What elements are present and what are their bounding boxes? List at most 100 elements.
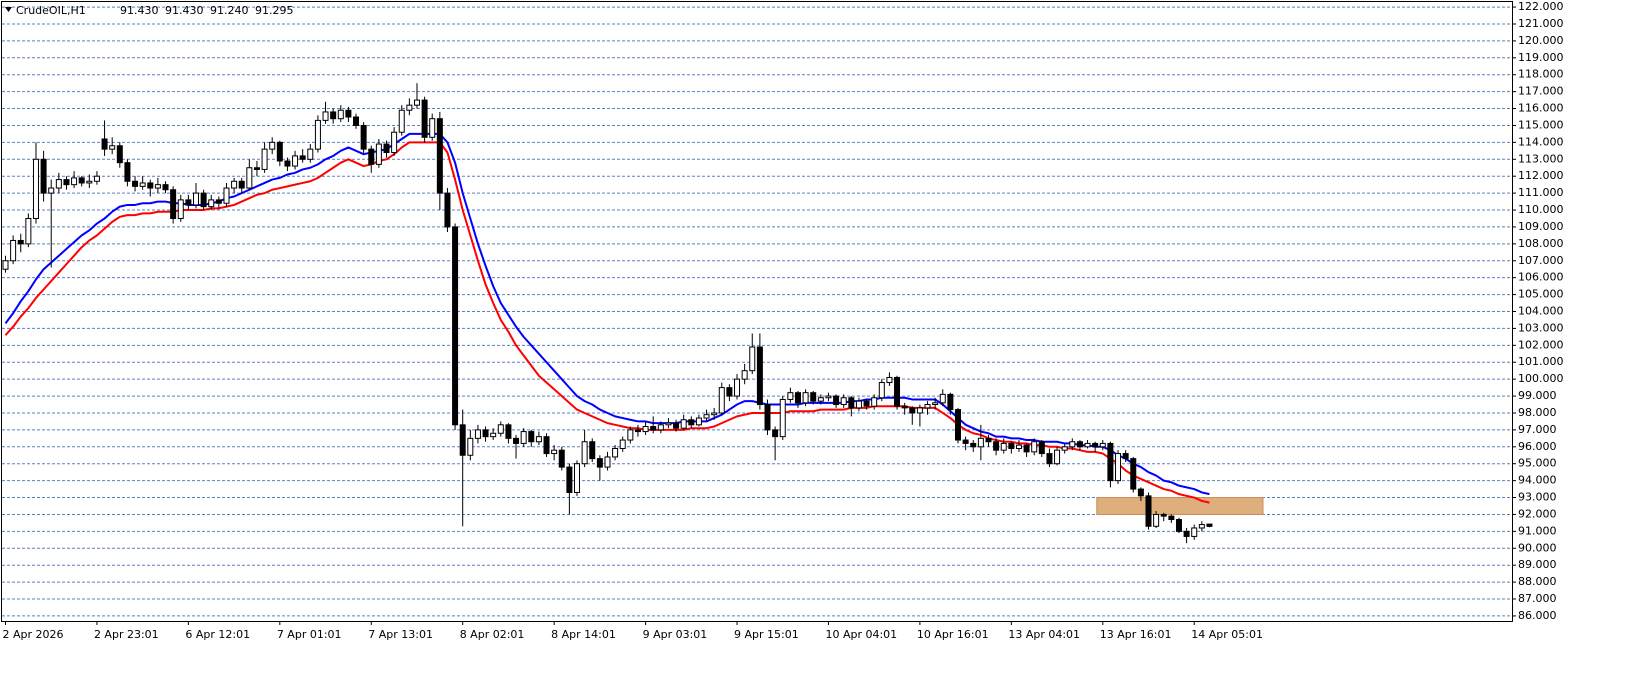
candle-body bbox=[40, 158, 47, 194]
candle-body bbox=[970, 442, 977, 448]
ohlc-value: 91.430 bbox=[165, 4, 204, 17]
candle-body bbox=[413, 99, 420, 106]
candle-body bbox=[1099, 442, 1106, 448]
candle-body bbox=[215, 199, 222, 204]
candle-body bbox=[246, 167, 253, 189]
y-tick-label: 120.000 bbox=[1518, 34, 1564, 47]
candle-body bbox=[1069, 441, 1076, 448]
y-tick-label: 109.000 bbox=[1518, 220, 1564, 233]
candle-body bbox=[619, 439, 626, 449]
candle-body bbox=[170, 189, 177, 219]
dropdown-icon[interactable] bbox=[5, 7, 12, 12]
candle-body bbox=[1000, 442, 1007, 451]
candle-body bbox=[703, 414, 710, 419]
candle-body bbox=[383, 143, 390, 154]
candle-body bbox=[314, 119, 321, 150]
candle-body bbox=[513, 437, 520, 444]
y-tick-label: 108.000 bbox=[1518, 237, 1564, 250]
candle-body bbox=[436, 118, 443, 194]
y-tick-label: 99.000 bbox=[1518, 389, 1557, 402]
candle-body bbox=[726, 387, 733, 397]
candle-body bbox=[871, 397, 878, 407]
candle-body bbox=[734, 378, 741, 397]
candle-body bbox=[673, 422, 680, 429]
y-tick-label: 121.000 bbox=[1518, 17, 1564, 30]
candle-body bbox=[497, 424, 504, 434]
candle-body bbox=[330, 111, 337, 120]
y-tick-label: 94.000 bbox=[1518, 474, 1557, 487]
candle-body bbox=[909, 407, 916, 414]
candle-body bbox=[939, 393, 946, 404]
candle-body bbox=[505, 424, 512, 439]
grid bbox=[2, 6, 1512, 617]
candle-body bbox=[55, 179, 62, 189]
x-tick-label: 7 Apr 13:01 bbox=[368, 628, 433, 641]
candle-body bbox=[162, 184, 169, 191]
y-tick-label: 89.000 bbox=[1518, 558, 1557, 571]
candle-body bbox=[1168, 515, 1175, 521]
candle-body bbox=[2, 260, 9, 270]
candle-body bbox=[924, 404, 931, 409]
candle-body bbox=[124, 162, 131, 182]
y-tick-label: 112.000 bbox=[1518, 169, 1564, 182]
candle-body bbox=[916, 407, 923, 414]
candle-body bbox=[932, 402, 939, 406]
candle-body bbox=[962, 439, 969, 444]
candle-body bbox=[1031, 441, 1038, 453]
candle-body bbox=[444, 192, 451, 228]
candle-body bbox=[185, 199, 192, 206]
y-tick-label: 114.000 bbox=[1518, 135, 1564, 148]
y-tick-label: 118.000 bbox=[1518, 68, 1564, 81]
candle-body bbox=[276, 141, 283, 162]
candle-body bbox=[840, 397, 847, 406]
zone-layer bbox=[1096, 497, 1264, 515]
x-tick-label: 9 Apr 03:01 bbox=[643, 628, 708, 641]
candle-body bbox=[855, 400, 862, 409]
y-tick-label: 91.000 bbox=[1518, 524, 1557, 537]
candle-body bbox=[794, 392, 801, 404]
candle-body bbox=[459, 424, 466, 456]
candle-body bbox=[1084, 442, 1091, 448]
candle-body bbox=[1130, 458, 1137, 490]
candle-body bbox=[650, 426, 657, 431]
candle-body bbox=[32, 158, 39, 219]
candle-body bbox=[589, 441, 596, 460]
y-tick-label: 100.000 bbox=[1518, 372, 1564, 385]
candle-body bbox=[825, 395, 832, 399]
candle-body bbox=[756, 346, 763, 406]
candle-body bbox=[193, 192, 199, 206]
x-tick-label: 7 Apr 01:01 bbox=[277, 628, 342, 641]
y-tick-label: 101.000 bbox=[1518, 355, 1564, 368]
candle-body bbox=[657, 424, 664, 431]
candle-body bbox=[894, 376, 901, 407]
candle-body bbox=[574, 463, 580, 493]
candle-body bbox=[1206, 523, 1213, 527]
candle-body bbox=[101, 138, 108, 150]
candle-body bbox=[1115, 453, 1122, 482]
candle-body bbox=[1076, 441, 1083, 448]
candle-body bbox=[1092, 442, 1099, 448]
candle-body bbox=[337, 109, 344, 120]
candle-body bbox=[1008, 442, 1015, 449]
candle-body bbox=[535, 436, 542, 443]
candle-body bbox=[772, 429, 779, 438]
candle-body bbox=[566, 466, 573, 493]
candle-body bbox=[353, 116, 360, 126]
candle-body bbox=[375, 143, 382, 165]
y-tick-label: 92.000 bbox=[1518, 507, 1557, 520]
y-tick-label: 117.000 bbox=[1518, 85, 1564, 98]
x-tick-label: 8 Apr 02:01 bbox=[460, 628, 525, 641]
candle-body bbox=[63, 179, 70, 186]
y-tick-label: 86.000 bbox=[1518, 609, 1557, 622]
candle-body bbox=[116, 145, 123, 164]
ohlc-value: 91.430 bbox=[120, 4, 159, 17]
candle-body bbox=[109, 145, 116, 150]
candle-body bbox=[307, 148, 314, 160]
candle-body bbox=[86, 180, 93, 184]
candle-body bbox=[17, 239, 24, 245]
axes: 122.000 121.000 120.000 119.000 118.000 117.0… bbox=[3, 0, 1564, 641]
x-tick-label: 14 Apr 05:01 bbox=[1191, 628, 1263, 641]
candle-body bbox=[368, 148, 375, 165]
